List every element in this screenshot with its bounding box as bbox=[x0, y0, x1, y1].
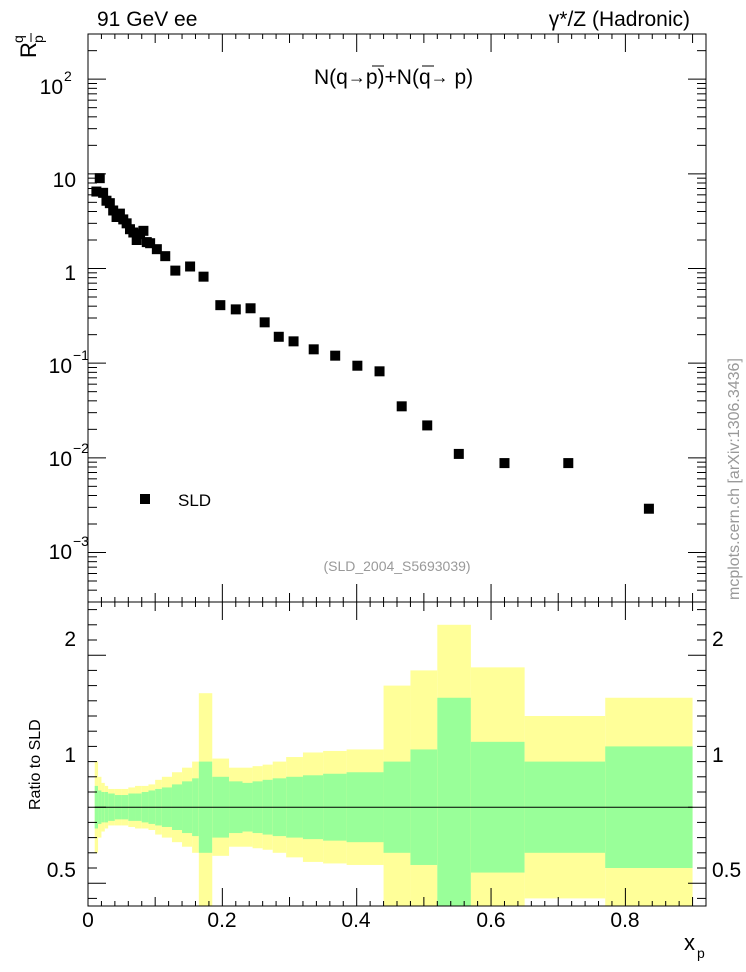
data-point bbox=[121, 218, 132, 229]
ylabel-superscript: q bbox=[10, 35, 26, 43]
ytick-label: 10 bbox=[40, 76, 63, 99]
legend-marker bbox=[140, 494, 150, 504]
ratio-ytick-label-right: 1 bbox=[712, 744, 724, 767]
ratio-ytick-label: 2 bbox=[64, 628, 76, 651]
ytick-label-exponent: −2 bbox=[73, 440, 89, 456]
data-point bbox=[352, 360, 363, 371]
ratio-ytick-labels: 0.5 1 2 0.5 1 2 bbox=[47, 628, 741, 882]
annotation-arrow: → bbox=[348, 67, 366, 87]
main-frame bbox=[87, 33, 707, 603]
data-point bbox=[499, 458, 510, 469]
legend-label: SLD bbox=[178, 491, 211, 510]
ytick-label-exponent: −1 bbox=[73, 347, 89, 363]
xlabel-subscript: p bbox=[697, 945, 705, 961]
main-ytick-labels: 10 −3 10 −2 10 −1 1 10 10 2 bbox=[40, 68, 90, 564]
data-point bbox=[98, 187, 109, 198]
xtick-label: 0.8 bbox=[610, 909, 639, 932]
process-annotation: N(q→p)+N(q→ p) bbox=[314, 65, 473, 89]
annotation-part: N(q bbox=[314, 66, 348, 89]
annotation-part: q bbox=[419, 66, 431, 89]
data-point bbox=[259, 317, 270, 328]
xtick-label: 0 bbox=[82, 909, 94, 932]
data-point bbox=[131, 235, 142, 246]
annotation-part: p bbox=[366, 66, 378, 89]
main-y-axis-label: R q p bbox=[10, 33, 46, 58]
data-point bbox=[151, 244, 162, 255]
data-point bbox=[198, 271, 209, 282]
ratio-frame bbox=[87, 601, 707, 907]
data-point bbox=[185, 261, 196, 272]
data-point bbox=[104, 198, 115, 209]
header-left-label: 91 GeV ee bbox=[97, 8, 197, 31]
ratio-band-inner bbox=[437, 697, 471, 906]
data-point bbox=[128, 227, 139, 238]
data-point bbox=[114, 208, 125, 219]
annotation-arrow: → bbox=[431, 67, 449, 87]
xtick-label: 0.4 bbox=[341, 909, 371, 932]
ytick-label-exponent: −3 bbox=[73, 533, 89, 549]
data-point bbox=[330, 350, 341, 361]
ratio-ytick-label: 0.5 bbox=[47, 859, 76, 882]
ratio-ytick-label: 1 bbox=[64, 744, 76, 767]
ytick-label: 10 bbox=[49, 541, 72, 564]
annotation-text: N(q→p)+N(q→ p) bbox=[314, 66, 473, 89]
analysis-source-label: (SLD_2004_S5693039) bbox=[323, 558, 470, 574]
ratio-ytick-label-right: 2 bbox=[712, 628, 724, 651]
ytick-label: 1 bbox=[64, 262, 76, 285]
legend: SLD bbox=[140, 491, 211, 510]
data-point bbox=[453, 448, 464, 459]
data-point bbox=[308, 344, 319, 355]
main-plot: 10 −3 10 −2 10 −1 1 10 10 2 R q p 91 GeV… bbox=[10, 8, 743, 961]
axis-ticks bbox=[87, 33, 706, 906]
data-point bbox=[145, 238, 156, 249]
data-point bbox=[215, 300, 226, 311]
xtick-labels: 0 0.2 0.4 0.6 0.8 bbox=[82, 909, 639, 932]
data-markers bbox=[91, 173, 654, 514]
data-point bbox=[374, 366, 385, 377]
x-axis-label: x p bbox=[684, 930, 705, 961]
ylabel-subscript: p bbox=[30, 35, 46, 43]
data-point bbox=[422, 420, 433, 431]
annotation-part: p) bbox=[449, 66, 474, 89]
ratio-ylabel: Ratio to SLD bbox=[27, 719, 44, 810]
data-point bbox=[230, 304, 241, 315]
ylabel-main: R bbox=[16, 42, 41, 58]
xtick-label: 0.6 bbox=[476, 909, 505, 932]
data-point bbox=[273, 331, 284, 342]
data-point bbox=[160, 251, 171, 262]
header-right-label: γ*/Z (Hadronic) bbox=[549, 8, 690, 31]
ytick-label: 10 bbox=[53, 169, 76, 192]
ratio-bands bbox=[94, 624, 693, 906]
data-point bbox=[563, 458, 574, 469]
data-point bbox=[94, 173, 105, 184]
ytick-label-exponent: 2 bbox=[64, 68, 72, 84]
ytick-label: 10 bbox=[49, 448, 72, 471]
ratio-ytick-label-right: 0.5 bbox=[712, 859, 741, 882]
data-point bbox=[138, 225, 149, 236]
data-point bbox=[170, 265, 181, 276]
data-point bbox=[396, 401, 407, 412]
xtick-label: 0.2 bbox=[207, 909, 236, 932]
watermark: mcplots.cern.ch [arXiv:1306.3436] bbox=[726, 358, 743, 600]
data-point bbox=[288, 336, 299, 347]
annotation-part: )+N( bbox=[378, 66, 419, 89]
ytick-label: 10 bbox=[49, 355, 72, 378]
data-point bbox=[91, 186, 102, 197]
xlabel-main: x bbox=[684, 930, 695, 955]
data-point bbox=[245, 303, 256, 314]
data-point bbox=[108, 205, 119, 216]
data-point bbox=[643, 503, 654, 514]
